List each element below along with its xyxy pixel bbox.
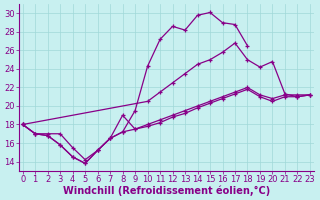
X-axis label: Windchill (Refroidissement éolien,°C): Windchill (Refroidissement éolien,°C) — [63, 185, 270, 196]
